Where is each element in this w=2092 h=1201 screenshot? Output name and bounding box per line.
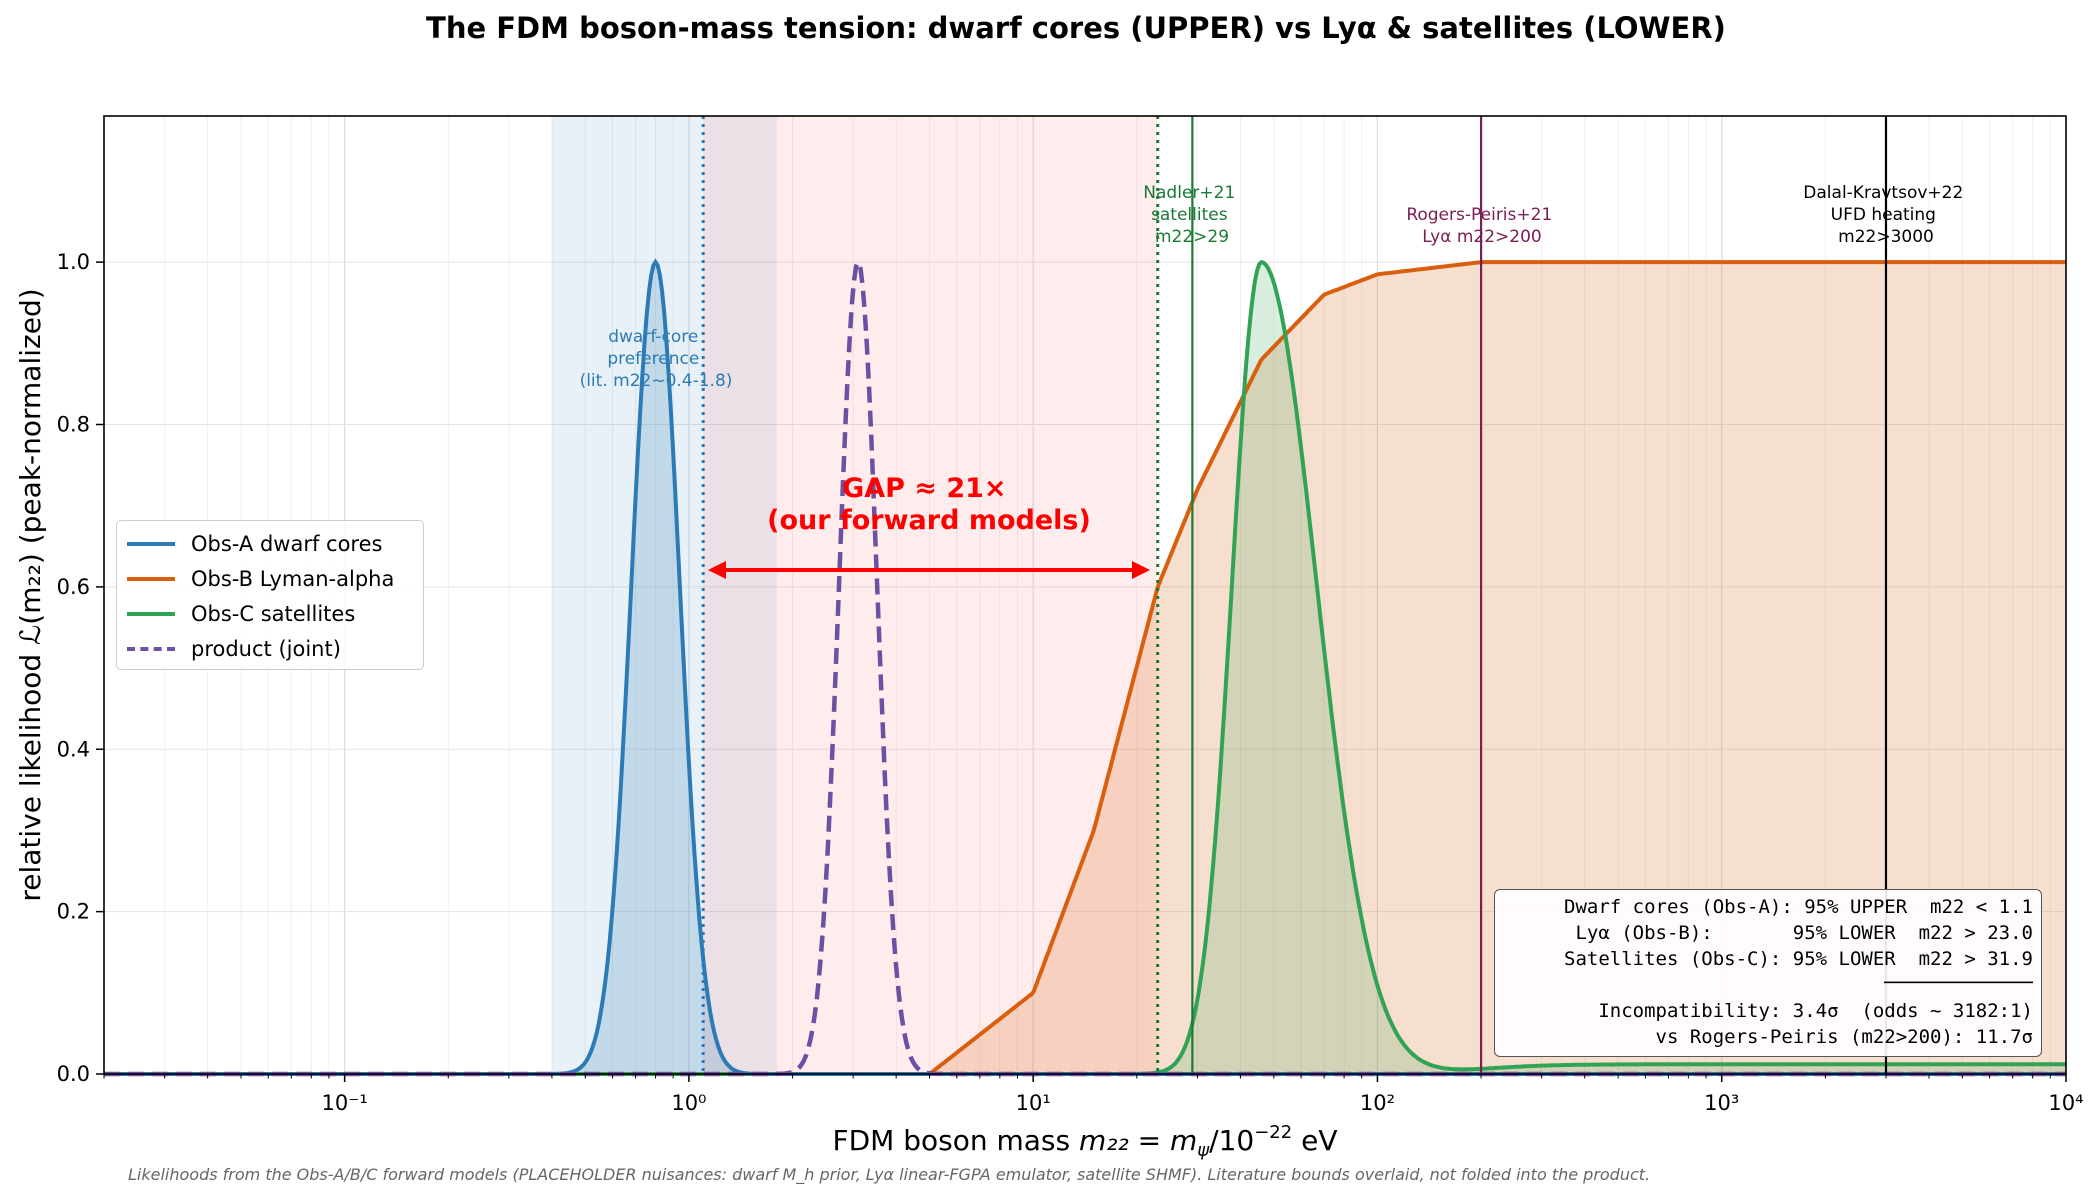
- plot-frame: [103, 115, 2067, 1075]
- legend-swatch-obs-a: [127, 542, 175, 546]
- axis-ticks: 10⁻¹ 10⁰ 10¹ 10² 10³ 10⁴ 0.0 0.2 0.4 0.6 0.8 1.0: [57, 250, 2084, 1115]
- legend-item-obs-a: Obs-A dwarf cores: [127, 529, 382, 559]
- annotation-dalal: Dalal-Kravtsov+22 UFD heating m22>3000: [1803, 183, 1968, 247]
- x-axis-label-rest: /10: [1209, 1124, 1254, 1157]
- legend-item-obs-c: Obs-C satellites: [127, 599, 355, 629]
- annotation-rogers: Rogers-Peiris+21 Lyα m22>200: [1406, 205, 1557, 247]
- x-axis-label-math: m₂₂ = m: [1079, 1124, 1197, 1157]
- footnote: Likelihoods from the Obs-A/B/C forward m…: [128, 1165, 1650, 1185]
- annotation-line: dwarf-core: [608, 327, 698, 347]
- annotation-line: Dalal-Kravtsov+22: [1803, 183, 1963, 203]
- x-axis-label-exponent: −22: [1254, 1122, 1292, 1143]
- annotation-nadler: Nadler+21 satellites m22>29: [1143, 183, 1240, 247]
- gap-arrow-right-head: [1132, 561, 1150, 579]
- y-tick-label: 0.6: [57, 575, 90, 599]
- legend-item-joint: product (joint): [127, 634, 341, 664]
- annotation-line: UFD heating: [1831, 205, 1936, 225]
- y-tick-label: 0.4: [57, 737, 90, 761]
- stats-line: vs Rogers-Peiris (m22>200): 11.7σ: [1655, 1026, 2034, 1048]
- stats-line: Satellites (Obs-C): 95% LOWER m22 > 31.9: [1564, 948, 2033, 970]
- band-dwarf-core-preference: [551, 116, 777, 1074]
- y-tick-label: 0.8: [57, 413, 90, 437]
- legend-label-obs-c: Obs-C satellites: [191, 602, 356, 626]
- annotation-dwarf-core: dwarf-core preference (lit. m22~0.4-1.8): [580, 327, 733, 391]
- legend-swatch-obs-b: [127, 577, 175, 581]
- x-tick-label: 10³: [1704, 1091, 1739, 1115]
- stats-divider: ─────────────: [1884, 972, 2033, 994]
- x-axis-label-prefix: FDM boson mass: [833, 1124, 1080, 1157]
- x-tick-label: 10¹: [1016, 1091, 1051, 1115]
- x-axis-label: FDM boson mass m₂₂ = mψ/10−22 eV: [833, 1122, 1338, 1161]
- stats-line: Dwarf cores (Obs-A): 95% UPPER m22 < 1.1: [1564, 896, 2033, 918]
- chart-title: The FDM boson-mass tension: dwarf cores …: [426, 11, 1726, 45]
- x-axis-label-subscript: ψ: [1197, 1140, 1210, 1161]
- x-tick-label: 10²: [1360, 1091, 1395, 1115]
- annotation-line: Rogers-Peiris+21: [1406, 205, 1552, 225]
- gap-arrow-left-head: [708, 561, 726, 579]
- shaded-bands: [551, 116, 1158, 1074]
- legend-label-joint: product (joint): [191, 637, 341, 661]
- legend-label-obs-a: Obs-A dwarf cores: [191, 532, 383, 556]
- legend-label-obs-b: Obs-B Lyman-alpha: [191, 567, 395, 591]
- gap-label-line: (our forward models): [767, 505, 1091, 536]
- legend-swatch-joint: [127, 647, 175, 651]
- gap-label-line: GAP ≈ 21×: [842, 473, 1006, 504]
- annotation-line: m22>3000: [1838, 227, 1934, 247]
- x-axis-label-unit: eV: [1292, 1124, 1337, 1157]
- y-tick-label: 0.2: [57, 900, 90, 924]
- x-tick-label: 10⁻¹: [322, 1091, 368, 1115]
- x-tick-label: 10⁰: [671, 1091, 706, 1115]
- band-gap: [703, 116, 1158, 1074]
- annotation-line: preference: [607, 349, 699, 369]
- gap-label: GAP ≈ 21× (our forward models): [767, 473, 1091, 536]
- y-tick-label: 0.0: [57, 1062, 90, 1086]
- annotation-line: m22>29: [1155, 227, 1229, 247]
- stats-line: Incompatibility: 3.4σ (odds ~ 3182:1): [1598, 1000, 2033, 1022]
- annotation-line: Nadler+21: [1143, 183, 1235, 203]
- annotation-line: Lyα m22>200: [1422, 227, 1541, 247]
- annotation-line: (lit. m22~0.4-1.8): [580, 371, 733, 391]
- x-tick-label: 10⁴: [2048, 1091, 2083, 1115]
- stats-box: Dwarf cores (Obs-A): 95% UPPER m22 < 1.1…: [1494, 889, 2042, 1057]
- y-axis-label: relative likelihood ℒ(m₂₂) (peak-normali…: [14, 288, 47, 901]
- legend-item-obs-b: Obs-B Lyman-alpha: [127, 564, 394, 594]
- legend: Obs-A dwarf cores Obs-B Lyman-alpha Obs-…: [116, 520, 424, 670]
- series-line-obs-b: [928, 260, 2066, 1076]
- legend-swatch-obs-c: [127, 612, 175, 616]
- stats-line: Lyα (Obs-B): 95% LOWER m22 > 23.0: [1575, 922, 2033, 944]
- y-tick-label: 1.0: [57, 250, 90, 274]
- annotation-line: satellites: [1151, 205, 1228, 225]
